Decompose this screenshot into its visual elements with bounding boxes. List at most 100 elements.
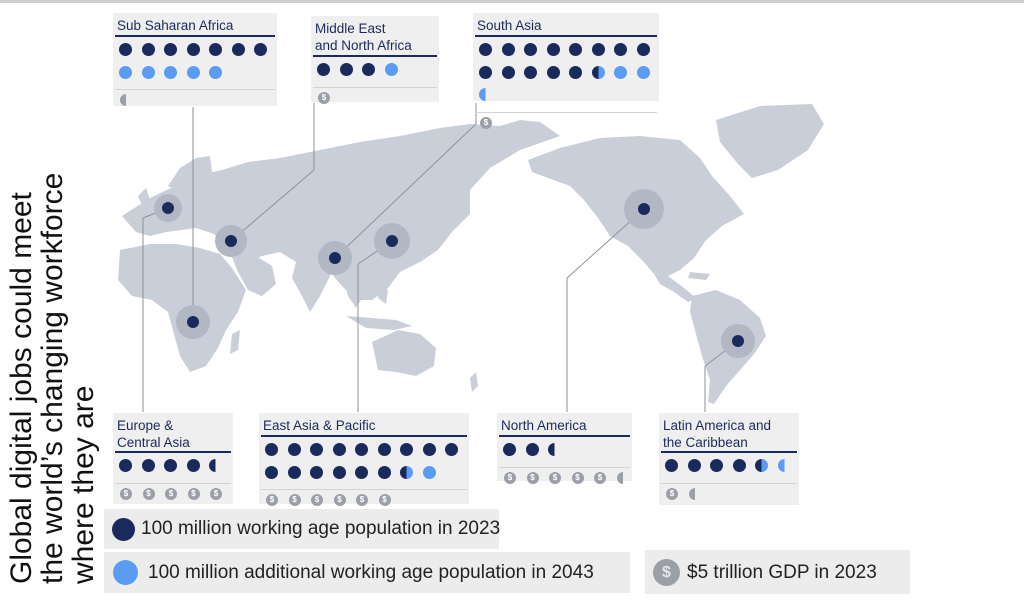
population-dot — [546, 65, 560, 79]
population-dot — [287, 443, 301, 456]
new-zealand-shape — [470, 372, 478, 392]
legend-additional-2043: 100 million additional working age popul… — [104, 552, 630, 593]
population-dot — [569, 43, 582, 56]
marker-ssa — [187, 316, 199, 328]
population-dot — [591, 43, 605, 56]
panel-europe-central-asia: Europe & Central Asia $ $ $ $ $ — [113, 413, 233, 504]
population-dot — [710, 459, 723, 472]
gdp-divider — [261, 489, 467, 490]
australia-shape — [372, 330, 436, 376]
gdp-coin-icon: $ — [288, 494, 301, 506]
marker-na — [638, 203, 650, 215]
legend-gdp-2023: $ $5 trillion GDP in 2023 — [645, 550, 910, 594]
eurasia-shape — [122, 120, 560, 300]
population-dot — [501, 65, 515, 79]
gdp-coin-icon: $ — [165, 487, 177, 500]
population-dot — [254, 43, 267, 56]
population-dot — [524, 43, 537, 56]
uk-shape — [138, 188, 150, 210]
gdp-coin-icon: $ — [616, 471, 629, 484]
gdp-coin-icon: $ — [594, 471, 606, 484]
population-dot — [119, 459, 132, 472]
gdp-coin-icon: $ — [571, 471, 584, 484]
population-dot — [209, 65, 222, 79]
population-dot — [525, 443, 539, 456]
population-dot — [732, 459, 746, 472]
se-asia-shape — [342, 272, 366, 308]
gdp-divider — [661, 482, 797, 484]
marker-eca — [162, 202, 174, 214]
scandinavia-shape — [168, 156, 212, 196]
greenland-shape — [716, 104, 824, 178]
population-dot — [141, 459, 155, 472]
population-dot — [422, 443, 436, 456]
connector-mena-2 — [230, 169, 315, 242]
population-dot — [332, 465, 346, 479]
population-dot — [355, 465, 368, 479]
population-dot — [141, 43, 155, 56]
top-border — [0, 0, 1024, 3]
population-dot — [287, 465, 301, 479]
panel-middle-east-north-africa: Middle East and North Africa $ — [311, 16, 439, 104]
indonesia-shape — [346, 316, 412, 330]
region-divider — [115, 451, 231, 453]
population-dot — [548, 443, 561, 456]
population-dot — [186, 459, 200, 472]
region-name: South Asia — [477, 18, 542, 33]
gdp-coin-icon: $ — [526, 471, 539, 484]
population-dot — [400, 465, 413, 479]
population-dot — [503, 443, 516, 456]
population-dot — [422, 465, 436, 479]
region-divider — [475, 35, 657, 37]
gdp-divider — [115, 482, 231, 484]
population-dot — [310, 465, 323, 479]
population-dot — [119, 65, 132, 79]
population-dot — [777, 459, 791, 472]
population-dot — [384, 63, 398, 76]
gdp-coin-icon: $ — [120, 487, 132, 500]
region-name: North America — [501, 418, 587, 433]
population-dot — [479, 65, 492, 79]
population-dot — [755, 459, 768, 472]
gdp-divider — [313, 86, 437, 88]
gdp-coin-icon: $ — [549, 471, 561, 484]
connector-sa-2 — [334, 123, 477, 259]
marker-sa — [329, 252, 341, 264]
gdp-coin-icon: $ — [266, 494, 278, 506]
gdp-coin-icon: $ — [120, 94, 132, 106]
region-divider — [661, 451, 797, 453]
population-dot — [164, 43, 177, 56]
population-dot — [339, 63, 353, 76]
population-dot — [479, 43, 492, 56]
population-dot — [164, 459, 177, 472]
population-dot — [479, 88, 492, 101]
population-dot — [332, 443, 346, 456]
region-divider — [115, 35, 275, 37]
legend-coin-icon: $ — [653, 559, 680, 586]
gdp-divider — [499, 466, 630, 468]
population-dot — [141, 65, 155, 79]
population-dot — [265, 465, 278, 479]
gdp-coin-icon: $ — [356, 494, 368, 506]
madagascar-shape — [230, 330, 240, 354]
population-dot — [265, 443, 278, 456]
population-dot — [377, 465, 391, 479]
population-dot — [636, 65, 650, 79]
population-dot — [362, 63, 375, 76]
population-dot — [231, 43, 245, 56]
gdp-coin-icon: $ — [187, 487, 200, 500]
population-dot — [445, 443, 458, 456]
gdp-divider — [475, 111, 657, 113]
legend-dark-dot — [112, 518, 135, 541]
gdp-coin-icon: $ — [142, 487, 155, 500]
region-name: Middle East and North Africa — [315, 21, 412, 53]
region-markers — [154, 189, 755, 358]
population-dot — [209, 43, 222, 56]
population-dot — [636, 43, 650, 56]
population-dot — [186, 65, 200, 79]
panel-latin-america-caribbean: Latin America and the Caribbean $ $ — [659, 413, 799, 505]
legend-additional-2043-label: 100 million additional working age popul… — [148, 562, 594, 583]
gdp-coin-icon: $ — [480, 116, 492, 129]
population-dot — [186, 43, 200, 56]
